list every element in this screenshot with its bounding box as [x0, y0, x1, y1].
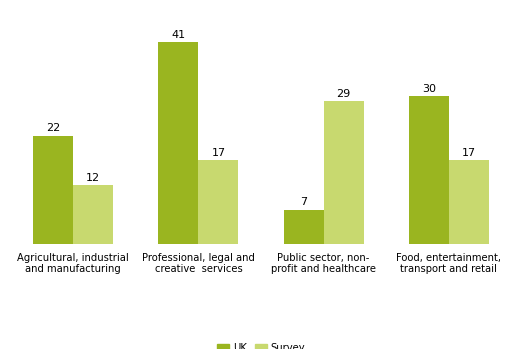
- Bar: [33, 136, 73, 244]
- Text: 29: 29: [337, 89, 351, 99]
- Text: 30: 30: [422, 84, 436, 94]
- Bar: [409, 96, 449, 244]
- Bar: [449, 161, 489, 244]
- Bar: [283, 210, 324, 244]
- Text: 17: 17: [461, 148, 476, 158]
- Text: 17: 17: [211, 148, 226, 158]
- Bar: [158, 42, 198, 244]
- Text: 7: 7: [300, 197, 307, 207]
- Bar: [73, 185, 113, 244]
- Text: 22: 22: [46, 123, 61, 133]
- Text: 12: 12: [86, 173, 100, 183]
- Bar: [324, 101, 364, 244]
- Legend: UK, Survey: UK, Survey: [213, 339, 309, 349]
- Bar: [198, 161, 239, 244]
- Text: 41: 41: [171, 30, 185, 40]
